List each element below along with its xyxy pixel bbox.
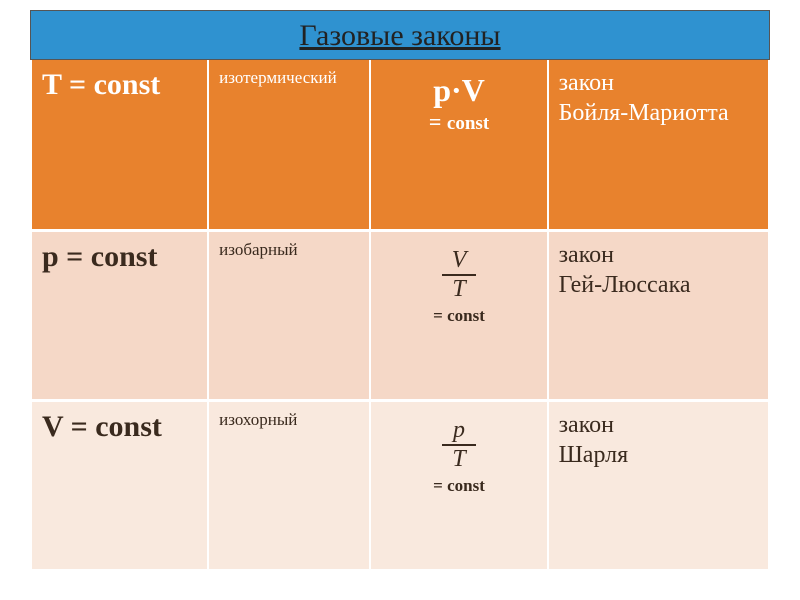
fraction: p T bbox=[442, 418, 475, 472]
table-row: V = const изохорный p T = const закон Ша… bbox=[31, 400, 769, 570]
formula-eq: = const bbox=[381, 109, 536, 135]
law-label: закон bbox=[559, 240, 758, 270]
law-label: закон bbox=[559, 410, 758, 440]
gas-laws-table: T = const изотермический p·V = const зак… bbox=[30, 60, 770, 572]
law-name: Шарля bbox=[559, 440, 758, 470]
law-label: закон bbox=[559, 68, 758, 98]
law-name: Бойля-Мариотта bbox=[559, 98, 758, 128]
process-name: изохорный bbox=[219, 410, 297, 429]
process-name: изотермический bbox=[219, 68, 337, 87]
slide-title: Газовые законы bbox=[299, 19, 500, 52]
law-name: Гей-Люссака bbox=[559, 270, 758, 300]
formula-cell: p T = const bbox=[370, 400, 547, 570]
fraction-numerator: p bbox=[442, 418, 475, 443]
condition: p = const bbox=[42, 240, 157, 273]
table-row: p = const изобарный V T = const закон Ге… bbox=[31, 230, 769, 400]
fraction-numerator: V bbox=[442, 248, 477, 273]
formula-eq: = const bbox=[381, 306, 536, 326]
slide: Газовые законы T = const изотермический … bbox=[30, 10, 770, 572]
formula-cell: p·V = const bbox=[370, 60, 547, 230]
formula-cell: V T = const bbox=[370, 230, 547, 400]
condition: V = const bbox=[42, 410, 162, 443]
condition: T = const bbox=[42, 68, 160, 101]
formula-expr: p·V bbox=[381, 72, 536, 109]
title-bar: Газовые законы bbox=[30, 10, 770, 60]
table-row: T = const изотермический p·V = const зак… bbox=[31, 60, 769, 230]
fraction-denominator: T bbox=[442, 447, 475, 472]
fraction-denominator: T bbox=[442, 277, 477, 302]
process-name: изобарный bbox=[219, 240, 298, 259]
fraction: V T bbox=[442, 248, 477, 302]
formula-eq: = const bbox=[381, 476, 536, 496]
